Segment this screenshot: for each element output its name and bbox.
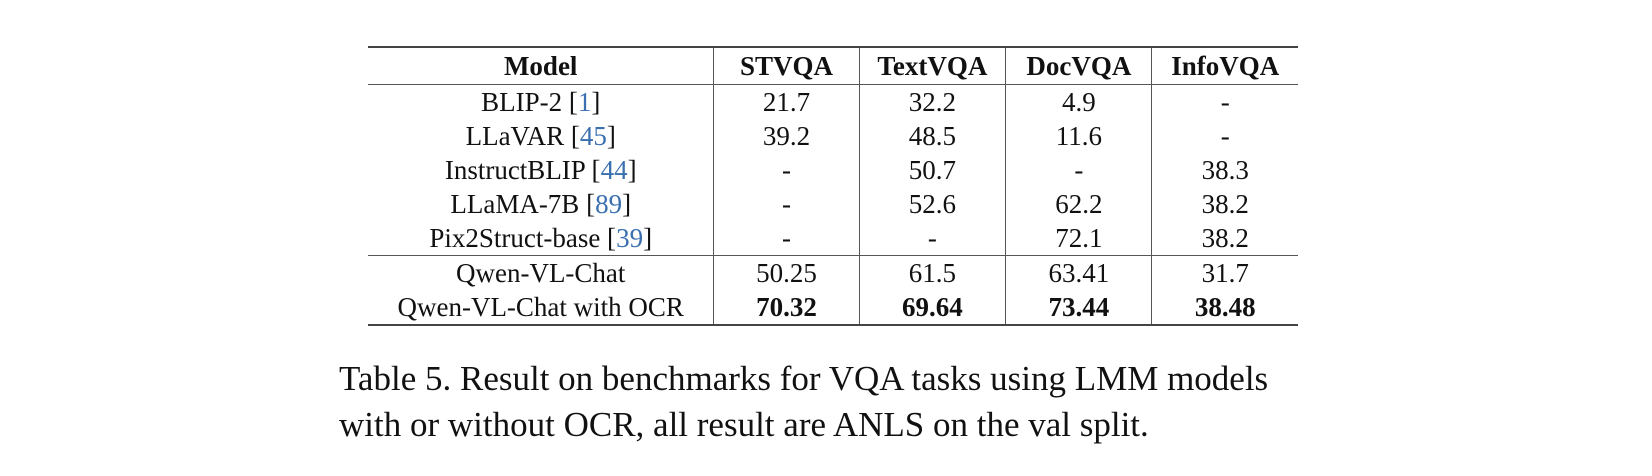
model-cell: BLIP-2 [1] xyxy=(368,84,715,119)
header-docvqa: DocVQA xyxy=(1005,46,1153,85)
textvqa-cell: 48.5 xyxy=(859,119,1007,153)
stvqa-cell: - xyxy=(713,187,860,221)
table-row: InstructBLIP [44] - 50.7 - 38.3 xyxy=(368,153,1298,187)
citation-link[interactable]: 44 xyxy=(600,155,628,185)
table-caption: Table 5. Result on benchmarks for VQA ta… xyxy=(339,356,1339,448)
infovqa-cell: 38.2 xyxy=(1201,223,1249,253)
table-row: Qwen-VL-Chat with OCR 70.32 69.64 73.44 … xyxy=(368,290,1298,326)
header-infovqa: InfoVQA xyxy=(1151,46,1298,85)
textvqa-cell: 52.6 xyxy=(859,187,1007,221)
citation-link[interactable]: 45 xyxy=(579,121,607,151)
header-model: Model xyxy=(368,46,715,85)
table-header-row: Model STVQA TextVQA DocVQA InfoVQA xyxy=(368,46,1298,85)
infovqa-cell: - xyxy=(1220,121,1230,151)
citation-link[interactable]: 39 xyxy=(616,223,644,253)
infovqa-cell: 31.7 xyxy=(1151,255,1298,290)
caption-line-2: with or without OCR, all result are ANLS… xyxy=(339,405,1149,444)
stvqa-cell: 39.2 xyxy=(713,119,860,153)
header-stvqa: STVQA xyxy=(713,46,860,85)
infovqa-cell: - xyxy=(1220,87,1230,117)
stvqa-cell: - xyxy=(713,153,860,187)
table-row: Qwen-VL-Chat 50.25 61.5 63.41 31.7 xyxy=(368,255,1298,290)
infovqa-cell: 38.48 xyxy=(1151,290,1298,326)
results-table: Model STVQA TextVQA DocVQA InfoVQA BLIP-… xyxy=(368,46,1298,326)
table-row: BLIP-2 [1] 21.7 32.2 4.9 - xyxy=(368,84,1298,119)
infovqa-cell: 38.3 xyxy=(1201,155,1249,185)
docvqa-cell: 63.41 xyxy=(1005,255,1153,290)
table-row: Pix2Struct-base [39] - - 72.1 38.2 xyxy=(368,221,1298,256)
docvqa-cell: 73.44 xyxy=(1005,290,1153,326)
model-cell: Qwen-VL-Chat xyxy=(368,255,715,290)
docvqa-cell: 11.6 xyxy=(1005,119,1153,153)
table-row: LLaVAR [45] 39.2 48.5 11.6 - xyxy=(368,119,1298,153)
model-cell: LLaVAR [45] xyxy=(368,119,715,153)
docvqa-cell: 4.9 xyxy=(1005,84,1153,119)
citation-link[interactable]: 1 xyxy=(577,87,592,117)
table-row: LLaMA-7B [89] - 52.6 62.2 38.2 xyxy=(368,187,1298,221)
stvqa-cell: 50.25 xyxy=(713,255,860,290)
textvqa-cell: 32.2 xyxy=(859,84,1007,119)
infovqa-cell: 38.2 xyxy=(1201,189,1249,219)
textvqa-cell: 69.64 xyxy=(859,290,1007,326)
citation-link[interactable]: 89 xyxy=(595,189,623,219)
textvqa-cell: 50.7 xyxy=(859,153,1007,187)
docvqa-cell: 62.2 xyxy=(1005,187,1153,221)
docvqa-cell: - xyxy=(1005,153,1153,187)
stvqa-cell: - xyxy=(713,221,860,256)
header-textvqa: TextVQA xyxy=(859,46,1007,85)
model-cell: Pix2Struct-base [39] xyxy=(368,221,715,256)
model-cell: Qwen-VL-Chat with OCR xyxy=(368,290,715,326)
textvqa-cell: 61.5 xyxy=(859,255,1007,290)
results-table-container: Model STVQA TextVQA DocVQA InfoVQA BLIP-… xyxy=(368,46,1298,326)
textvqa-cell: - xyxy=(859,221,1007,256)
caption-line-1: Table 5. Result on benchmarks for VQA ta… xyxy=(339,359,1269,398)
stvqa-cell: 70.32 xyxy=(713,290,860,326)
stvqa-cell: 21.7 xyxy=(713,84,860,119)
model-cell: LLaMA-7B [89] xyxy=(368,187,715,221)
model-cell: InstructBLIP [44] xyxy=(368,153,715,187)
docvqa-cell: 72.1 xyxy=(1005,221,1153,256)
